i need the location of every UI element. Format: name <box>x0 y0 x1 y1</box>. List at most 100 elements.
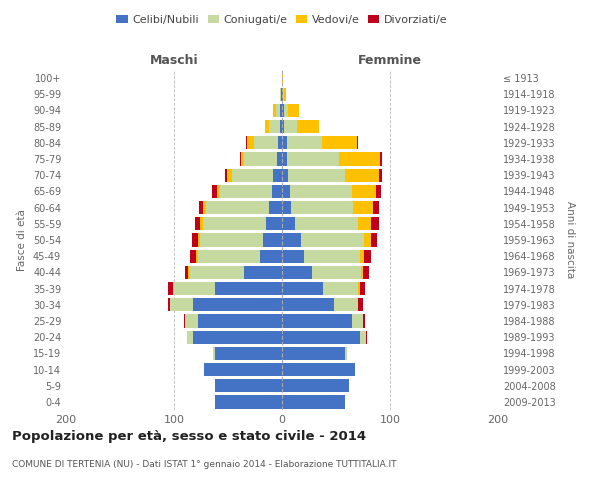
Bar <box>282 379 349 392</box>
Bar <box>265 120 269 134</box>
Bar <box>371 234 377 246</box>
Bar <box>215 379 282 392</box>
Bar <box>364 250 371 263</box>
Bar <box>274 168 282 182</box>
Bar <box>215 282 282 295</box>
Bar <box>358 298 363 312</box>
Bar <box>284 120 297 134</box>
Bar <box>193 234 198 246</box>
Bar <box>379 168 382 182</box>
Bar <box>203 201 206 214</box>
Bar <box>360 330 366 344</box>
Bar <box>167 298 170 312</box>
Text: Maschi: Maschi <box>149 54 199 67</box>
Bar <box>282 346 344 360</box>
Bar <box>284 88 286 101</box>
Bar <box>277 152 282 166</box>
Bar <box>281 88 282 101</box>
Bar <box>187 330 193 344</box>
Bar <box>282 136 287 149</box>
Bar <box>198 314 282 328</box>
Bar <box>282 217 295 230</box>
Bar <box>282 396 344 408</box>
Bar <box>358 217 371 230</box>
Bar <box>353 201 373 214</box>
Bar <box>360 282 365 295</box>
Bar <box>203 217 266 230</box>
Bar <box>282 266 312 279</box>
Bar <box>282 298 334 312</box>
Bar <box>282 152 287 166</box>
Bar <box>282 104 284 117</box>
Bar <box>232 168 274 182</box>
Bar <box>190 266 244 279</box>
Bar <box>282 120 284 134</box>
Bar <box>280 104 282 117</box>
Bar <box>269 201 282 214</box>
Bar <box>282 314 352 328</box>
Bar <box>282 168 289 182</box>
Bar <box>215 346 282 360</box>
Bar <box>227 168 232 182</box>
Bar <box>280 88 281 101</box>
Bar <box>356 136 358 149</box>
Bar <box>282 234 301 246</box>
Bar <box>247 136 254 149</box>
Bar <box>167 282 173 295</box>
Bar <box>244 152 277 166</box>
Bar <box>190 250 196 263</box>
Bar <box>213 346 215 360</box>
Bar <box>184 314 185 328</box>
Bar <box>373 201 379 214</box>
Bar <box>282 250 304 263</box>
Bar <box>198 250 260 263</box>
Bar <box>287 136 322 149</box>
Bar <box>170 298 193 312</box>
Bar <box>282 330 360 344</box>
Bar <box>290 185 352 198</box>
Legend: Celibi/Nubili, Coniugati/e, Vedovi/e, Divorziati/e: Celibi/Nubili, Coniugati/e, Vedovi/e, Di… <box>112 10 452 29</box>
Bar <box>204 363 282 376</box>
Bar <box>289 168 344 182</box>
Bar <box>188 266 190 279</box>
Bar <box>344 168 379 182</box>
Bar <box>282 282 323 295</box>
Bar <box>241 152 244 166</box>
Bar <box>199 201 203 214</box>
Bar <box>282 72 283 85</box>
Bar <box>198 234 200 246</box>
Bar <box>272 185 282 198</box>
Bar <box>287 152 339 166</box>
Bar <box>193 298 282 312</box>
Bar <box>352 185 376 198</box>
Bar <box>301 234 364 246</box>
Bar <box>339 152 380 166</box>
Bar <box>280 120 282 134</box>
Bar <box>323 282 358 295</box>
Bar <box>284 104 289 117</box>
Bar <box>215 396 282 408</box>
Bar <box>185 266 188 279</box>
Bar <box>290 201 353 214</box>
Bar <box>289 104 299 117</box>
Bar <box>174 282 215 295</box>
Bar <box>240 152 241 166</box>
Bar <box>196 250 198 263</box>
Text: Popolazione per età, sesso e stato civile - 2014: Popolazione per età, sesso e stato civil… <box>12 430 366 443</box>
Bar <box>275 104 280 117</box>
Bar <box>266 217 282 230</box>
Bar <box>173 282 174 295</box>
Bar <box>283 88 284 101</box>
Bar <box>282 201 290 214</box>
Bar <box>360 250 364 263</box>
Bar <box>274 104 275 117</box>
Bar <box>322 136 356 149</box>
Y-axis label: Anni di nascita: Anni di nascita <box>565 202 575 278</box>
Bar <box>358 282 360 295</box>
Bar <box>269 120 280 134</box>
Bar <box>371 217 379 230</box>
Bar <box>263 234 282 246</box>
Bar <box>304 250 360 263</box>
Bar <box>206 201 269 214</box>
Bar <box>352 314 363 328</box>
